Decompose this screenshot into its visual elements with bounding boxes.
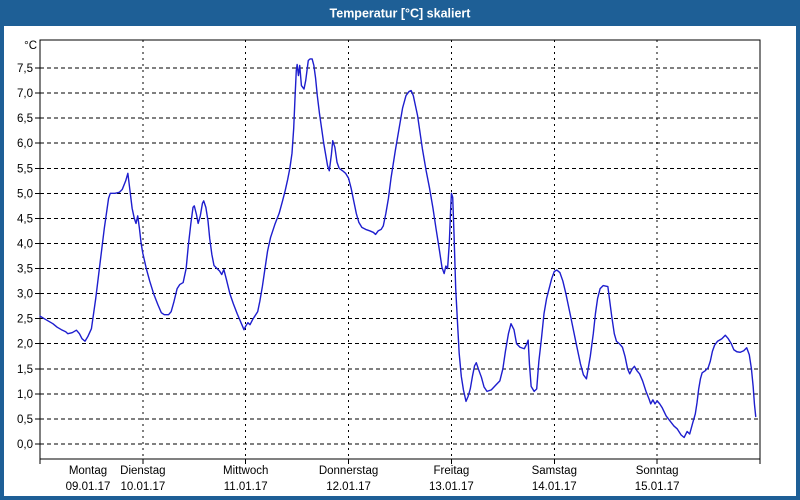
x-gridlines (142, 40, 658, 459)
title-bar[interactable] (0, 0, 800, 26)
plot-frame (39, 39, 761, 460)
y-tick-label: 7,0 (17, 88, 33, 100)
y-tick-label: 1,0 (17, 389, 33, 401)
y-tick-label: 6,5 (17, 113, 33, 125)
axis-ticks (35, 67, 761, 464)
day-name-label: Sonntag (636, 465, 679, 477)
series-polyline (39, 58, 757, 439)
y-tick-label: 3,0 (17, 289, 33, 301)
y-tick-label: 0,0 (17, 439, 33, 451)
day-name-label: Montag (69, 465, 107, 477)
y-tick-label: 4,5 (17, 213, 33, 225)
day-date-label: 13.01.17 (429, 481, 474, 493)
day-date-label: 10.01.17 (120, 481, 165, 493)
day-date-label: 15.01.17 (635, 481, 680, 493)
y-tick-label: 7,5 (17, 63, 33, 75)
day-date-label: 11.01.17 (224, 481, 268, 493)
plot-border (39, 39, 761, 460)
y-tick-label: 0,5 (17, 414, 33, 426)
y-axis-unit-label: °C (24, 40, 37, 52)
y-axis-labels: 0,0 0,5 1,0 1,5 2,0 2,5 3,0 3,5 4,0 4,5 5,0 5,5 6,0 6… (17, 40, 37, 451)
temperature-line (39, 58, 757, 439)
y-tick-label: 4,0 (17, 238, 33, 250)
day-name-label: Dienstag (120, 465, 165, 477)
day-date-label: 12.01.17 (326, 481, 371, 493)
day-date-label: 09.01.17 (66, 481, 111, 493)
day-date-label: 14.01.17 (532, 481, 577, 493)
window-title: Temperatur [°C] skaliert (330, 7, 472, 21)
y-tick-label: 2,0 (17, 339, 33, 351)
y-tick-label: 5,0 (17, 188, 33, 200)
day-name-label: Samstag (532, 465, 577, 477)
y-tick-label: 2,5 (17, 314, 33, 326)
day-name-label: Mittwoch (223, 465, 268, 477)
day-name-label: Donnerstag (319, 465, 378, 477)
y-tick-label: 3,5 (17, 264, 33, 276)
y-tick-label: 5,5 (17, 163, 33, 175)
day-name-label: Freitag (434, 465, 470, 477)
chart-background (4, 26, 796, 496)
x-axis-labels: Montag 09.01.17 Dienstag 10.01.17 Mittwoch 11… (66, 465, 680, 493)
y-gridlines (40, 67, 760, 445)
y-tick-label: 6,0 (17, 138, 33, 150)
y-tick-label: 1,5 (17, 364, 33, 376)
